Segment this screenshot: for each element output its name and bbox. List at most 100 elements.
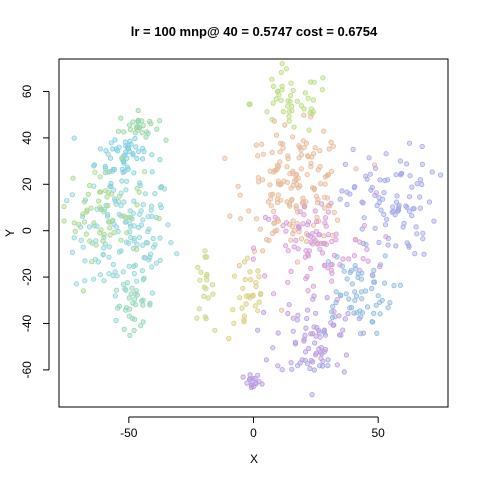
scatter-point	[104, 169, 110, 175]
scatter-point	[281, 178, 287, 184]
scatter-point	[410, 206, 416, 212]
scatter-point	[407, 173, 413, 179]
scatter-point	[359, 296, 365, 302]
scatter-point	[353, 166, 359, 172]
scatter-point	[247, 295, 253, 301]
scatter-point	[280, 223, 286, 229]
scatter-point	[263, 237, 270, 243]
scatter-point	[126, 263, 132, 269]
scatter-point	[262, 273, 268, 279]
scatter-point	[318, 201, 325, 207]
scatter-point	[127, 208, 133, 214]
scatter-point	[118, 203, 124, 209]
scatter-point	[149, 152, 155, 158]
scatter-point	[293, 237, 299, 243]
x-tick-label: 50	[371, 426, 385, 440]
scatter-point	[107, 225, 113, 231]
scatter-point	[140, 156, 146, 162]
scatter-point	[378, 207, 384, 213]
scatter-point	[329, 309, 335, 315]
scatter-point	[270, 208, 277, 214]
scatter-point	[135, 118, 141, 124]
scatter-point	[255, 268, 261, 274]
scatter-point	[300, 221, 306, 227]
scatter-point	[115, 128, 122, 134]
scatter-point	[282, 243, 289, 249]
scatter-point	[431, 218, 437, 224]
scatter-point	[372, 165, 379, 171]
scatter-point	[248, 384, 254, 391]
scatter-point	[92, 169, 98, 175]
scatter-point	[101, 278, 107, 284]
x-tick-label: -50	[120, 426, 138, 440]
scatter-point	[69, 249, 76, 255]
scatter-point	[310, 283, 316, 289]
scatter-point	[370, 273, 376, 279]
scatter-point	[115, 305, 121, 311]
scatter-point	[104, 194, 110, 200]
scatter-point	[80, 211, 86, 217]
scatter-point	[259, 177, 266, 183]
scatter-point	[305, 154, 311, 160]
scatter-point	[364, 176, 370, 182]
scatter-point	[406, 140, 413, 146]
scatter-point	[311, 79, 317, 85]
x-axis: -50 0 50	[120, 416, 385, 440]
scatter-point	[252, 303, 258, 309]
scatter-point	[136, 189, 142, 195]
scatter-point	[377, 177, 383, 183]
scatter-point	[140, 319, 146, 325]
scatter-point	[100, 238, 106, 244]
scatter-point	[420, 236, 426, 242]
scatter-point	[289, 366, 295, 372]
scatter-point	[226, 335, 232, 342]
scatter-point	[270, 345, 276, 351]
scatter-point	[142, 169, 148, 175]
scatter-point	[333, 299, 339, 306]
scatter-point	[73, 281, 80, 287]
scatter-point	[419, 143, 425, 150]
scatter-point	[381, 211, 387, 217]
scatter-point	[148, 207, 154, 213]
scatter-point	[308, 239, 314, 245]
scatter-point	[280, 109, 286, 115]
scatter-point	[165, 222, 171, 228]
scatter-point	[308, 160, 314, 166]
scatter-point	[344, 189, 350, 195]
scatter-point	[242, 276, 248, 283]
scatter-point	[382, 177, 388, 184]
scatter-point	[308, 114, 314, 120]
scatter-point	[364, 304, 371, 310]
scatter-point	[355, 274, 361, 280]
scatter-point	[274, 199, 281, 206]
scatter-point	[101, 245, 107, 251]
scatter-point	[201, 284, 207, 290]
scatter-point	[312, 310, 319, 316]
scatter-point	[403, 161, 410, 167]
scatter-point	[353, 293, 360, 299]
scatter-point	[383, 151, 389, 157]
scatter-point	[256, 273, 262, 280]
scatter-point	[244, 380, 250, 386]
scatter-point	[393, 172, 399, 178]
scatter-point	[132, 262, 138, 268]
scatter-point	[295, 175, 301, 181]
scatter-point	[406, 208, 412, 214]
scatter-point	[97, 272, 103, 278]
scatter-point	[340, 256, 346, 262]
scatter-point	[250, 245, 257, 251]
scatter-point	[107, 232, 113, 238]
scatter-point	[100, 251, 106, 258]
scatter-point	[133, 144, 139, 150]
scatter-point	[246, 101, 252, 108]
scatter-point	[134, 185, 140, 192]
scatter-point	[325, 209, 331, 215]
scatter-point	[71, 135, 77, 141]
scatter-point	[134, 123, 140, 130]
scatter-point	[322, 215, 329, 221]
scatter-point	[295, 312, 301, 318]
scatter-point	[121, 129, 127, 135]
scatter-point	[142, 191, 148, 197]
scatter-point	[61, 204, 67, 210]
